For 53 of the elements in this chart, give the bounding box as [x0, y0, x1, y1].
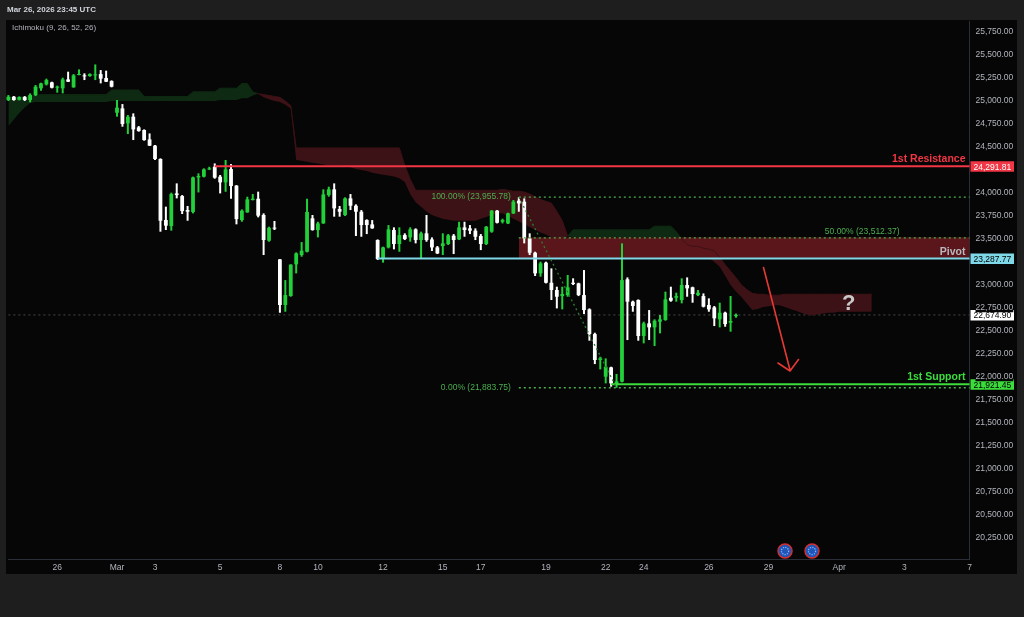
x-tick-label: 22 — [600, 561, 611, 572]
y-tick-label: 24,000.00 — [975, 187, 1014, 198]
y-tick-label: 25,000.00 — [975, 95, 1014, 106]
x-tick-label: 10 — [313, 561, 323, 572]
y-tick-label: 23,500.00 — [975, 233, 1014, 244]
series-label: 0.00% (21,883.75) — [440, 382, 511, 393]
x-tick-label: 3 — [901, 561, 907, 572]
y-tick-label: 24,750.00 — [975, 118, 1014, 129]
x-tick-label: 26 — [52, 561, 63, 572]
data-label: 23,287.77 — [973, 253, 1012, 264]
series-label: 100.00% (23,955.78) — [431, 191, 511, 202]
annotation: ? — [842, 290, 856, 315]
y-tick-label: 21,750.00 — [975, 394, 1014, 405]
candlestick — [185, 206, 190, 221]
x-tick-label: 8 — [277, 561, 283, 572]
x-tick-label: 17 — [476, 561, 486, 572]
chart-title: Mar 26, 2026 23:45 UTC — [7, 5, 96, 15]
x-tick-label: 19 — [541, 561, 551, 572]
x-tick-label: 24 — [638, 561, 649, 572]
x-tick-label: 7 — [967, 561, 973, 572]
y-tick-label: 24,500.00 — [975, 141, 1014, 152]
y-tick-label: 22,750.00 — [975, 302, 1014, 313]
series-label: 1st Support — [907, 370, 966, 383]
y-tick-label: 25,250.00 — [975, 72, 1014, 83]
series-label: 1st Resistance — [891, 152, 966, 165]
y-tick-label: 25,500.00 — [975, 49, 1014, 60]
y-tick-label: 22,000.00 — [975, 371, 1014, 382]
chart-subtitle: Ichimoku (9, 26, 52, 26) — [12, 23, 97, 33]
y-tick-label: 21,250.00 — [975, 440, 1014, 451]
data-label: 21,921.45 — [973, 379, 1012, 390]
y-tick-label: 21,000.00 — [975, 463, 1014, 474]
y-tick-label: 23,000.00 — [975, 279, 1014, 290]
y-tick-label: 20,750.00 — [975, 486, 1014, 497]
y-tick-label: 23,750.00 — [975, 210, 1014, 221]
y-tick-label: 20,500.00 — [975, 509, 1014, 520]
series-label: Pivot — [939, 244, 966, 257]
x-tick-label: Apr — [832, 561, 846, 572]
series-label: 50.00% (23,512.37) — [824, 225, 900, 236]
y-tick-label: 25,750.00 — [975, 26, 1014, 37]
x-tick-label: 12 — [378, 561, 389, 572]
x-tick-label: 26 — [704, 561, 714, 572]
data-label: 24,291.81 — [973, 161, 1012, 172]
candlestick — [728, 295, 733, 332]
x-tick-label: 5 — [217, 561, 223, 572]
x-tick-label: 3 — [152, 561, 158, 572]
y-tick-label: 21,500.00 — [975, 417, 1014, 428]
y-tick-label: 22,250.00 — [975, 348, 1014, 359]
x-tick-label: Mar — [109, 561, 125, 572]
ref-line-label: 22,674.90 — [973, 310, 1012, 321]
x-tick-label: 29 — [763, 561, 774, 572]
y-tick-label: 22,500.00 — [975, 325, 1014, 336]
x-tick-label: 15 — [438, 561, 448, 572]
y-tick-label: 20,250.00 — [975, 532, 1014, 543]
